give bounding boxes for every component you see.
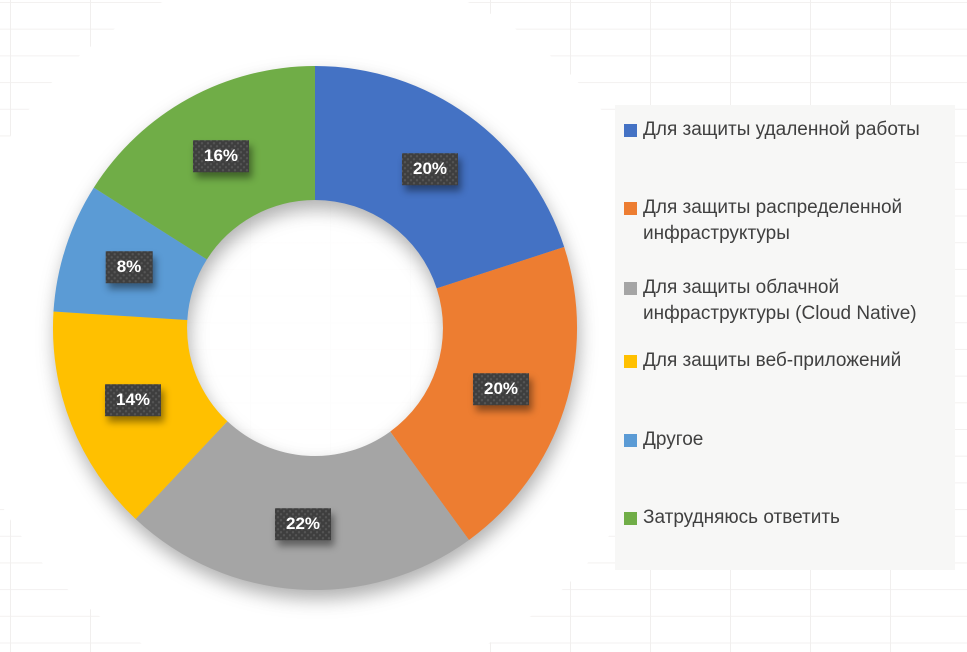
donut-slice-1[interactable] [390,247,578,540]
donut-slice-3[interactable] [52,311,228,520]
legend-item-cloud-native[interactable]: Для защиты облачной инфраструктуры (Clou… [624,275,946,327]
legend-swatch-icon [624,202,637,215]
legend-label: Затрудняюсь ответить [643,507,840,528]
donut-slice-4[interactable] [53,187,207,320]
legend-swatch-icon [624,434,637,447]
legend-item-web-apps[interactable]: Для защиты веб-приложений [624,348,946,374]
legend-label: Для защиты веб-приложений [643,350,902,371]
legend-swatch-icon [624,282,637,295]
data-label-0[interactable]: 20% [402,153,458,185]
donut-slice-2[interactable] [135,421,469,591]
legend-item-hard-to-answer[interactable]: Затрудняюсь ответить [624,505,946,531]
data-label-4[interactable]: 8% [106,251,153,283]
legend-label: Для защиты удаленной работы [643,119,920,140]
data-label-3[interactable]: 14% [105,384,161,416]
legend-swatch-icon [624,355,637,368]
legend-item-distributed-infrastructure[interactable]: Для защиты распределенной инфраструктуры [624,195,946,247]
data-label-1[interactable]: 20% [473,373,529,405]
legend-label: Другое [643,429,704,450]
data-label-5[interactable]: 16% [193,140,249,172]
legend-swatch-icon [624,512,637,525]
legend-item-other[interactable]: Другое [624,427,946,453]
data-label-2[interactable]: 22% [275,508,331,540]
legend-item-remote-work[interactable]: Для защиты удаленной работы [624,117,946,143]
legend-label: Для защиты распределенной инфраструктуры [643,197,903,244]
chart-legend: Для защиты удаленной работы Для защиты р… [615,105,955,570]
legend-label: Для защиты облачной инфраструктуры (Clou… [643,277,917,324]
legend-swatch-icon [624,124,637,137]
